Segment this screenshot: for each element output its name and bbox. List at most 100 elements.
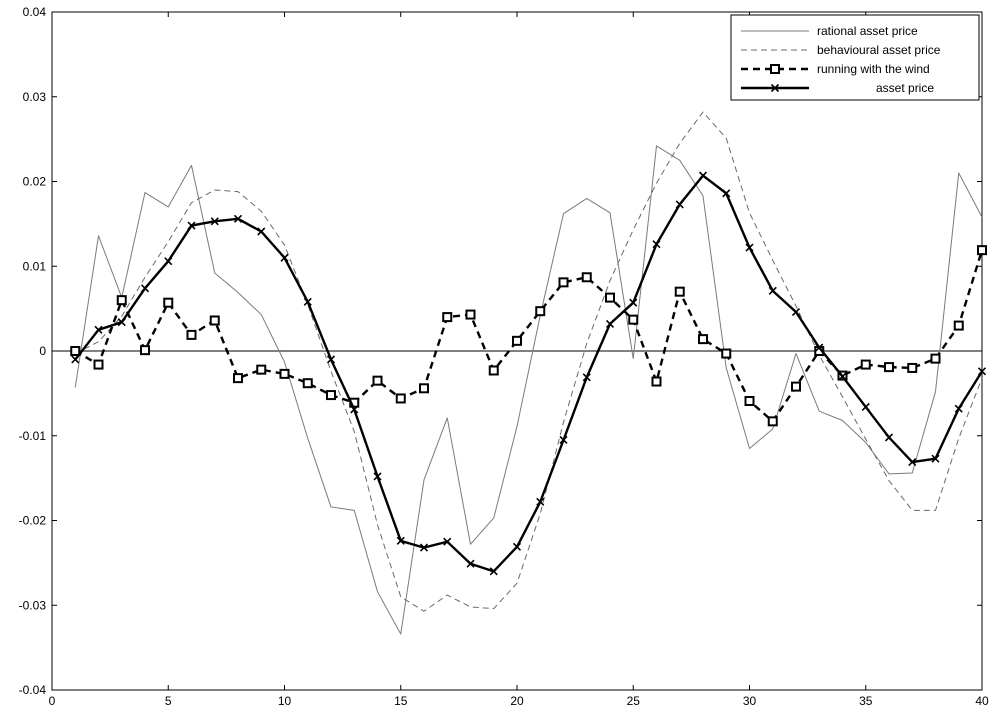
x-tick-label: 10	[278, 694, 292, 708]
y-tick-label: -0.03	[19, 598, 47, 612]
data-point-x	[559, 435, 568, 445]
series-line	[75, 111, 983, 612]
legend-label: behavioural asset price	[817, 43, 941, 57]
y-tick-label: 0.02	[23, 175, 47, 189]
data-point-x	[257, 227, 266, 236]
data-point-square	[535, 306, 546, 317]
series-line	[74, 249, 984, 423]
y-tick-label: 0.04	[23, 5, 47, 19]
data-point-square	[884, 362, 894, 373]
y-tick-label: 0	[39, 344, 46, 358]
legend-label: asset price	[876, 81, 934, 95]
data-point-x	[94, 325, 103, 334]
data-point-square	[930, 353, 941, 364]
legend: rational asset price behavioural asset pr…	[730, 14, 980, 101]
x-tick-label: 40	[975, 694, 989, 708]
data-point-x	[861, 402, 870, 412]
y-tick-label: -0.01	[19, 429, 47, 443]
data-point-x	[303, 297, 312, 306]
data-point-square	[581, 272, 592, 283]
data-point-x	[350, 405, 359, 414]
data-point-square	[721, 348, 732, 359]
x-tick-label: 20	[510, 694, 524, 708]
x-tick-label: 35	[859, 694, 873, 708]
data-point-x	[745, 243, 754, 252]
data-point-square	[70, 346, 81, 356]
data-point-square	[163, 297, 174, 308]
data-point-square	[302, 378, 313, 389]
data-point-square	[744, 396, 755, 407]
data-point-x	[652, 240, 661, 249]
data-point-square	[512, 335, 522, 346]
data-point-x	[210, 217, 219, 226]
series-line	[74, 174, 984, 573]
y-tick-label: -0.04	[19, 683, 47, 697]
y-tick-label: 0.01	[23, 259, 47, 273]
data-point-square	[605, 292, 615, 303]
data-point-x	[396, 536, 405, 545]
data-point-square	[116, 295, 127, 306]
x-tick-label: 25	[627, 694, 641, 708]
data-point-x	[443, 537, 452, 546]
data-point-square	[907, 362, 918, 373]
legend-label: running with the wind	[817, 62, 930, 76]
data-point-x	[582, 373, 591, 382]
data-point-x	[954, 404, 963, 413]
data-point-x	[419, 543, 429, 552]
data-point-x	[908, 457, 917, 467]
data-point-x	[768, 286, 777, 295]
data-point-square	[395, 393, 406, 404]
data-point-square	[279, 368, 290, 379]
series-line	[74, 145, 983, 635]
data-point-x	[233, 214, 243, 223]
data-point-x	[117, 318, 126, 327]
data-point-square	[256, 364, 267, 375]
data-point-square	[465, 309, 476, 320]
data-point-x	[280, 253, 289, 262]
data-point-x	[977, 367, 987, 376]
data-point-square	[488, 365, 499, 376]
data-point-x	[140, 284, 150, 293]
data-point-square	[233, 373, 243, 384]
series-running-with-the-wind	[70, 245, 987, 427]
data-point-x	[815, 343, 824, 352]
y-tick-label: -0.02	[19, 514, 47, 528]
data-point-x	[629, 298, 638, 307]
data-point-square	[558, 277, 569, 288]
data-point-square	[372, 375, 383, 386]
data-point-square	[93, 359, 104, 370]
series-behavioural-asset-price	[75, 111, 983, 612]
data-point-x	[536, 497, 545, 506]
data-point-square	[651, 376, 662, 387]
series-asset-price	[71, 171, 987, 576]
y-tick-label: 0.03	[23, 90, 47, 104]
data-point-square	[140, 345, 150, 356]
data-point-x	[884, 433, 894, 442]
data-point-square	[186, 329, 197, 340]
data-point-x	[791, 307, 801, 317]
data-point-x	[838, 372, 847, 381]
data-point-x	[698, 171, 708, 180]
data-point-square	[770, 64, 780, 74]
data-point-x	[722, 189, 731, 198]
data-point-x	[675, 200, 684, 209]
x-tick-label: 5	[165, 694, 172, 708]
data-point-square	[419, 383, 429, 394]
data-point-square	[767, 416, 778, 427]
data-point-square	[674, 286, 685, 297]
data-point-square	[628, 314, 639, 325]
data-point-x	[931, 454, 940, 463]
x-tick-label: 15	[394, 694, 408, 708]
legend-label: rational asset price	[817, 24, 918, 38]
axes-group: 0 5 10 15 20 25 30 35 40 -0.04 -0.03 -0.02 -0.01 0 0.0…	[19, 5, 989, 708]
data-point-square	[953, 320, 964, 331]
data-point-x	[605, 319, 615, 328]
data-point-x	[466, 559, 475, 568]
data-point-x	[770, 83, 780, 93]
data-point-x	[489, 567, 498, 576]
data-point-x	[164, 257, 173, 266]
data-point-x	[373, 472, 382, 481]
data-point-square	[860, 359, 871, 370]
